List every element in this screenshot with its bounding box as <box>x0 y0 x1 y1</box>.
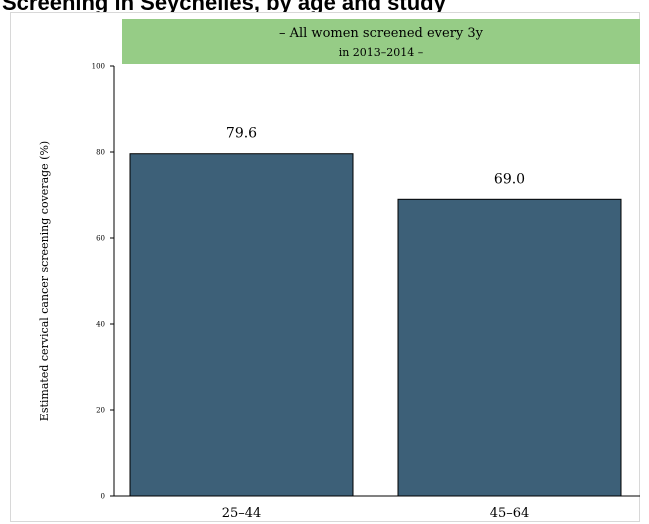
banner-line-1: – All women screened every 3y <box>279 26 484 41</box>
y-axis-title: Estimated cervical cancer screening cove… <box>38 141 51 421</box>
bars-group: 79.6 25–44 69.0 45–64 <box>129 126 622 521</box>
x-tick-label: 45–64 <box>490 506 530 521</box>
chart-title: Screening in Seychelles, by age and stud… <box>2 0 446 15</box>
bar-value-label: 79.6 <box>226 126 257 142</box>
bar-value-label: 69.0 <box>494 171 525 187</box>
y-tick-label: 100 <box>92 63 105 71</box>
bar-45–64 <box>397 198 622 497</box>
x-tick-label: 25–44 <box>222 506 262 521</box>
y-axis-ticks: 0 20 40 60 80 100 <box>92 63 114 501</box>
bar-25–44 <box>129 153 354 497</box>
y-tick-label: 60 <box>96 235 105 243</box>
y-tick-label: 20 <box>96 407 105 415</box>
y-tick-label: 40 <box>96 321 105 329</box>
y-tick-label: 80 <box>96 149 105 157</box>
y-tick-label: 0 <box>101 493 105 501</box>
banner-box <box>122 19 640 64</box>
banner-line-2: in 2013–2014 – <box>339 46 424 59</box>
